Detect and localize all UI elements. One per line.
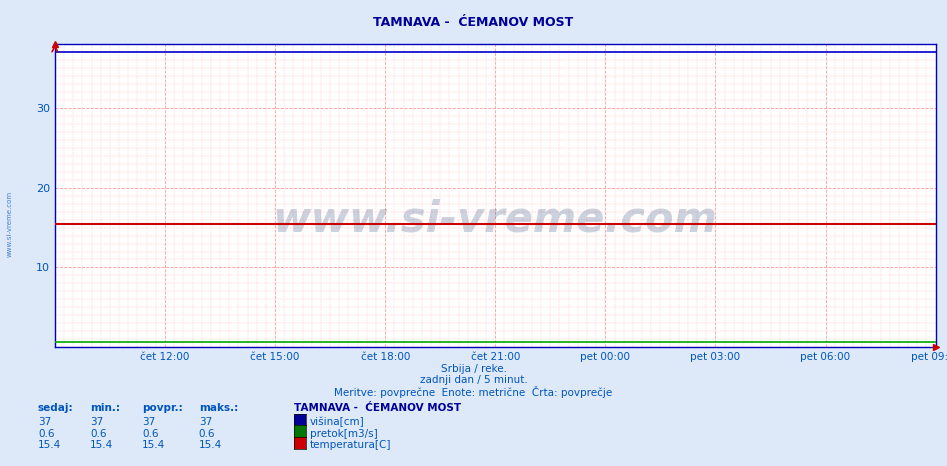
Text: TAMNAVA -  ĆEMANOV MOST: TAMNAVA - ĆEMANOV MOST: [294, 403, 460, 413]
Text: 37: 37: [199, 417, 212, 427]
Text: 37: 37: [142, 417, 155, 427]
Text: 0.6: 0.6: [38, 429, 54, 439]
Text: zadnji dan / 5 minut.: zadnji dan / 5 minut.: [420, 375, 527, 385]
Text: Meritve: povprečne  Enote: metrične  Črta: povprečje: Meritve: povprečne Enote: metrične Črta:…: [334, 386, 613, 398]
Text: pretok[m3/s]: pretok[m3/s]: [310, 429, 378, 439]
Text: 15.4: 15.4: [38, 440, 62, 450]
Text: TAMNAVA -  ĆEMANOV MOST: TAMNAVA - ĆEMANOV MOST: [373, 16, 574, 29]
Text: min.:: min.:: [90, 403, 120, 413]
Text: 15.4: 15.4: [90, 440, 114, 450]
Text: 37: 37: [38, 417, 51, 427]
Text: 15.4: 15.4: [142, 440, 166, 450]
Text: 0.6: 0.6: [142, 429, 158, 439]
Text: temperatura[C]: temperatura[C]: [310, 440, 391, 450]
Text: www.si-vreme.com: www.si-vreme.com: [273, 199, 718, 241]
Text: www.si-vreme.com: www.si-vreme.com: [7, 191, 12, 257]
Text: sedaj:: sedaj:: [38, 403, 74, 413]
Text: 15.4: 15.4: [199, 440, 223, 450]
Text: 0.6: 0.6: [90, 429, 106, 439]
Text: višina[cm]: višina[cm]: [310, 417, 365, 427]
Text: 37: 37: [90, 417, 103, 427]
Text: povpr.:: povpr.:: [142, 403, 183, 413]
Text: 0.6: 0.6: [199, 429, 215, 439]
Text: Srbija / reke.: Srbija / reke.: [440, 364, 507, 374]
Text: maks.:: maks.:: [199, 403, 238, 413]
